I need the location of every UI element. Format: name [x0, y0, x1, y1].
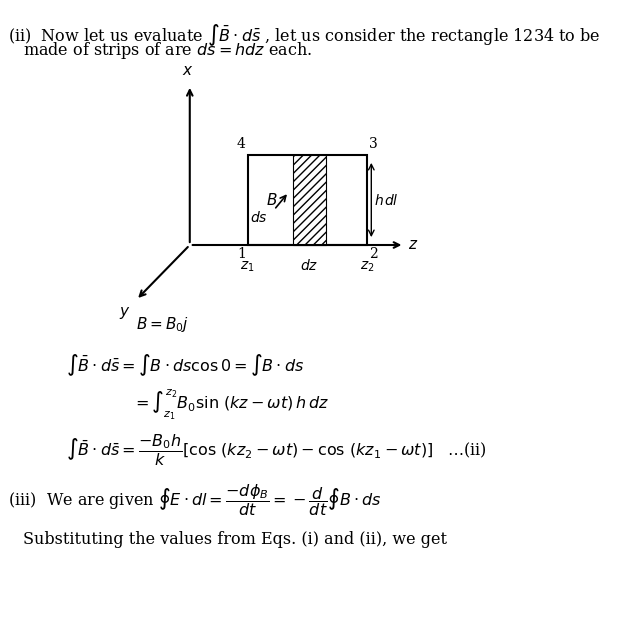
Text: $B$: $B$: [265, 192, 277, 208]
Text: Substituting the values from Eqs. (i) and (ii), we get: Substituting the values from Eqs. (i) an…: [23, 532, 447, 548]
Text: (ii)  Now let us evaluate $\int\bar{B}\cdot d\bar{s}$ , let us consider the rect: (ii) Now let us evaluate $\int\bar{B}\cd…: [8, 22, 601, 48]
Text: $\int\bar{B}\cdot d\bar{s} = \int B\cdot ds\cos 0 = \int B\cdot ds$: $\int\bar{B}\cdot d\bar{s} = \int B\cdot…: [66, 352, 305, 378]
Text: 1: 1: [237, 247, 246, 261]
Text: $B = B_0 j$: $B = B_0 j$: [136, 315, 189, 334]
Text: $\ldots$(ii): $\ldots$(ii): [447, 440, 487, 459]
Text: $\int\bar{B}\cdot d\bar{s} = \dfrac{-B_0 h}{k}[\cos\,(kz_2 - \omega t) - \cos\,(: $\int\bar{B}\cdot d\bar{s} = \dfrac{-B_0…: [66, 432, 434, 468]
Text: 2: 2: [369, 247, 377, 261]
Text: $z$: $z$: [408, 238, 419, 252]
Text: $x$: $x$: [181, 64, 193, 78]
Text: $y$: $y$: [119, 305, 130, 321]
Text: $dl$: $dl$: [384, 192, 398, 208]
Text: $dz$: $dz$: [300, 258, 319, 273]
Text: $z_1$: $z_1$: [240, 260, 255, 274]
Text: 4: 4: [237, 137, 246, 151]
Text: $ds$: $ds$: [250, 210, 268, 225]
Text: $h$: $h$: [374, 192, 384, 208]
Polygon shape: [293, 155, 326, 245]
Text: 3: 3: [369, 137, 377, 151]
Text: made of strips of are $ds = hdz$ each.: made of strips of are $ds = hdz$ each.: [23, 40, 312, 61]
Text: $z_2$: $z_2$: [360, 260, 374, 274]
Text: (iii)  We are given $\oint E\cdot dl = \dfrac{-d\phi_B}{dt} = -\dfrac{d}{dt}\oin: (iii) We are given $\oint E\cdot dl = \d…: [8, 482, 382, 518]
Text: $= \int_{z_1}^{z_2} B_0 \sin\,(kz - \omega t)\,h\,dz$: $= \int_{z_1}^{z_2} B_0 \sin\,(kz - \ome…: [132, 388, 329, 422]
